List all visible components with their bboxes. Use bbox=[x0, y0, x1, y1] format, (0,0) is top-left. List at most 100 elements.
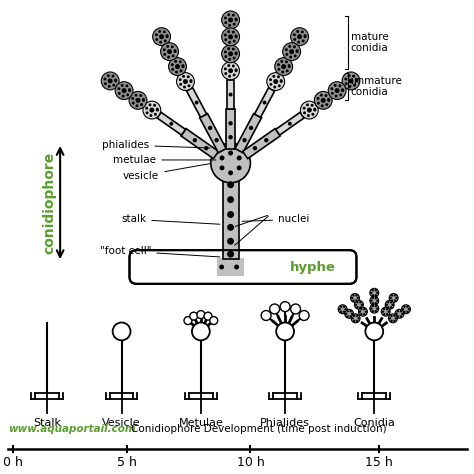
Circle shape bbox=[164, 39, 167, 42]
Circle shape bbox=[335, 95, 337, 98]
Circle shape bbox=[232, 47, 235, 51]
Circle shape bbox=[280, 301, 290, 311]
Circle shape bbox=[297, 34, 302, 39]
Circle shape bbox=[403, 310, 406, 313]
Circle shape bbox=[155, 33, 158, 36]
Circle shape bbox=[113, 322, 130, 340]
Circle shape bbox=[111, 74, 114, 78]
Circle shape bbox=[166, 45, 169, 48]
Circle shape bbox=[115, 82, 133, 100]
Text: 10 h: 10 h bbox=[237, 456, 264, 469]
Circle shape bbox=[285, 53, 288, 56]
Circle shape bbox=[386, 308, 388, 310]
Circle shape bbox=[341, 88, 344, 91]
Circle shape bbox=[224, 50, 227, 54]
Circle shape bbox=[358, 307, 367, 316]
Circle shape bbox=[281, 64, 286, 69]
Circle shape bbox=[346, 310, 349, 312]
Circle shape bbox=[390, 301, 392, 303]
Circle shape bbox=[273, 75, 275, 78]
Circle shape bbox=[285, 48, 288, 51]
Circle shape bbox=[385, 301, 394, 309]
Circle shape bbox=[376, 292, 378, 294]
Circle shape bbox=[233, 23, 236, 26]
Text: Metulae: Metulae bbox=[178, 418, 223, 428]
Circle shape bbox=[146, 111, 148, 114]
Circle shape bbox=[288, 122, 292, 126]
Circle shape bbox=[227, 30, 230, 33]
Circle shape bbox=[390, 320, 392, 322]
Circle shape bbox=[235, 69, 237, 72]
Circle shape bbox=[350, 293, 359, 302]
Circle shape bbox=[228, 35, 233, 39]
Circle shape bbox=[129, 91, 147, 109]
Circle shape bbox=[228, 18, 233, 22]
Circle shape bbox=[139, 94, 142, 97]
Circle shape bbox=[291, 28, 309, 46]
Circle shape bbox=[122, 95, 125, 98]
Circle shape bbox=[370, 304, 379, 313]
Polygon shape bbox=[181, 128, 219, 159]
Circle shape bbox=[280, 80, 283, 83]
Circle shape bbox=[356, 299, 358, 302]
Circle shape bbox=[352, 299, 355, 302]
Circle shape bbox=[313, 109, 316, 111]
Circle shape bbox=[297, 41, 300, 44]
Circle shape bbox=[195, 100, 199, 105]
Circle shape bbox=[176, 73, 194, 91]
Circle shape bbox=[171, 68, 174, 71]
Circle shape bbox=[228, 24, 231, 27]
Circle shape bbox=[227, 47, 230, 50]
Circle shape bbox=[182, 65, 184, 68]
Text: nuclei: nuclei bbox=[242, 214, 310, 224]
Circle shape bbox=[227, 181, 234, 188]
Circle shape bbox=[310, 104, 314, 107]
Text: hyphe: hyphe bbox=[290, 262, 336, 274]
Circle shape bbox=[293, 46, 296, 48]
Circle shape bbox=[353, 83, 356, 87]
Circle shape bbox=[237, 165, 242, 170]
Circle shape bbox=[171, 63, 174, 66]
Circle shape bbox=[228, 75, 231, 78]
Circle shape bbox=[361, 304, 363, 306]
Circle shape bbox=[183, 79, 188, 84]
Circle shape bbox=[325, 103, 328, 106]
Circle shape bbox=[374, 294, 377, 297]
Circle shape bbox=[304, 35, 307, 38]
Circle shape bbox=[374, 289, 377, 292]
Circle shape bbox=[338, 84, 341, 87]
Circle shape bbox=[179, 60, 182, 64]
Circle shape bbox=[158, 30, 161, 33]
Circle shape bbox=[114, 80, 117, 82]
Circle shape bbox=[277, 68, 281, 71]
Circle shape bbox=[232, 64, 235, 67]
Circle shape bbox=[228, 92, 233, 97]
Text: "foot cell": "foot cell" bbox=[100, 246, 220, 257]
Circle shape bbox=[349, 310, 352, 312]
Circle shape bbox=[237, 155, 242, 161]
Circle shape bbox=[346, 315, 349, 318]
Circle shape bbox=[175, 64, 180, 69]
Circle shape bbox=[394, 294, 396, 297]
Circle shape bbox=[114, 79, 117, 82]
Circle shape bbox=[382, 310, 384, 313]
Circle shape bbox=[352, 294, 355, 297]
Text: 15 h: 15 h bbox=[365, 456, 393, 469]
Text: metulae: metulae bbox=[113, 155, 216, 165]
Circle shape bbox=[285, 60, 288, 64]
Circle shape bbox=[159, 34, 164, 39]
Circle shape bbox=[314, 91, 332, 109]
Circle shape bbox=[372, 302, 374, 304]
Circle shape bbox=[173, 49, 176, 52]
Circle shape bbox=[131, 97, 134, 100]
Circle shape bbox=[387, 301, 389, 303]
Circle shape bbox=[406, 305, 409, 308]
Circle shape bbox=[335, 88, 339, 93]
Circle shape bbox=[283, 43, 301, 61]
Circle shape bbox=[275, 58, 292, 75]
Circle shape bbox=[187, 75, 190, 78]
Circle shape bbox=[296, 49, 299, 52]
Circle shape bbox=[370, 300, 373, 302]
Circle shape bbox=[175, 71, 178, 73]
Circle shape bbox=[402, 308, 404, 310]
